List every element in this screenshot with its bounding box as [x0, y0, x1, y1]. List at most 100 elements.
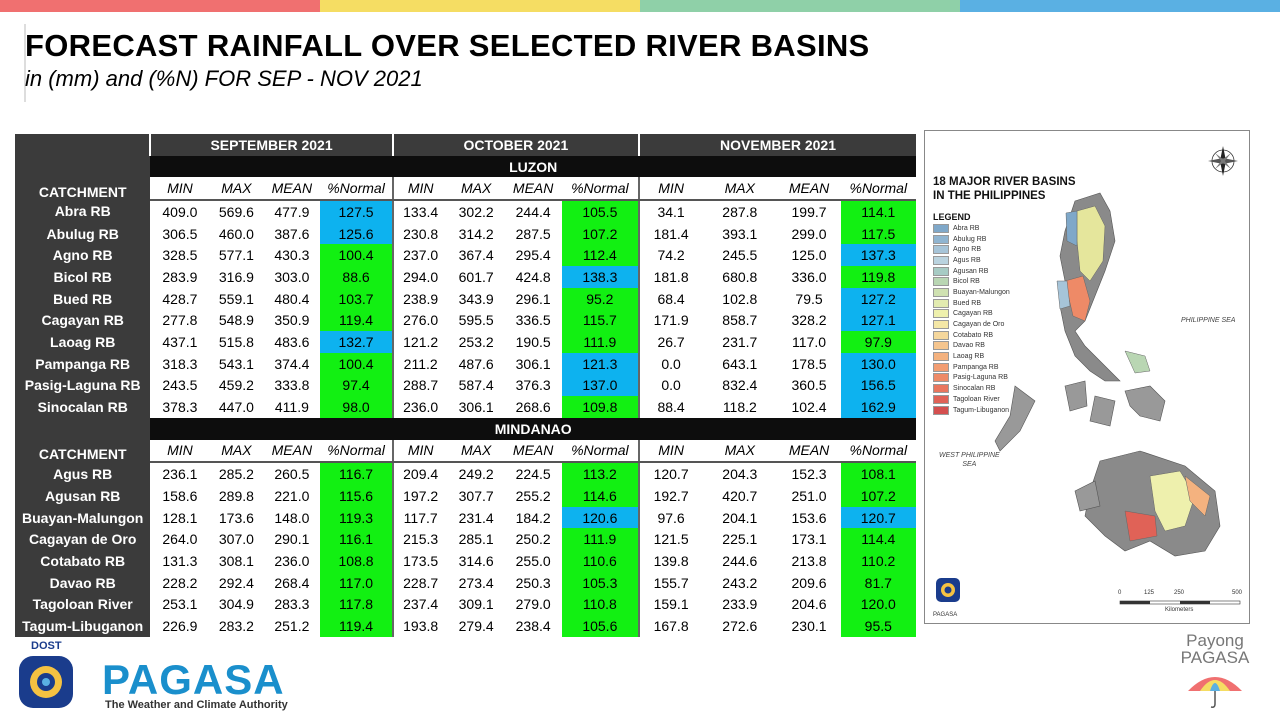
- compass-rose-icon: [1208, 146, 1238, 176]
- min-cell: 171.9: [638, 309, 703, 332]
- min-cell: 283.9: [162, 268, 198, 285]
- max-cell: 595.5: [458, 312, 494, 329]
- percent-normal-cell: 108.8: [320, 550, 393, 572]
- legend-item: Abulug RB: [933, 234, 1010, 245]
- mean-cell: 224.5: [515, 466, 551, 483]
- sea-label-west-line1: WEST PHILIPPINE: [939, 452, 1000, 459]
- max-cell: 459.2: [218, 377, 254, 394]
- pagasa-brand: PAGASA: [102, 656, 285, 703]
- column-header: MIN: [391, 439, 448, 464]
- table-row: Agno RB 328.5 577.1 430.3 100.4 237.0 367.4 295…: [15, 244, 916, 267]
- max-cell: 832.4: [722, 377, 758, 394]
- mean-cell: 411.9: [274, 399, 309, 416]
- river-basin-map: 18 MAJOR RIVER BASINS IN THE PHILIPPINES…: [924, 130, 1250, 624]
- legend-label: Agno RB: [953, 246, 982, 254]
- column-header: MIN: [638, 177, 703, 202]
- legend-swatch: [933, 362, 949, 372]
- min-cell: 230.8: [391, 222, 448, 245]
- max-cell: 292.4: [218, 574, 254, 591]
- min-cell: 428.7: [162, 290, 198, 307]
- mean-cell: 213.8: [791, 552, 827, 569]
- min-cell: 236.1: [162, 466, 198, 483]
- column-header: %Normal: [840, 439, 916, 464]
- page-subtitle: in (mm) and (%N) FOR SEP - NOV 2021: [25, 66, 423, 91]
- scale-tick-250: 250: [1174, 590, 1185, 596]
- percent-normal-cell: 97.4: [320, 374, 393, 397]
- mean-cell: 387.6: [274, 225, 310, 242]
- percent-normal-cell: 97.9: [840, 331, 916, 353]
- region-row: LUZON: [15, 155, 916, 178]
- table-row: Sinocalan RB 378.3 447.0 411.9 98.0 236.0 306.…: [15, 396, 916, 418]
- min-cell: 167.8: [638, 615, 703, 637]
- legend-label: Laoag RB: [953, 353, 985, 361]
- mean-cell: 251.0: [791, 487, 827, 504]
- mean-cell: 477.9: [274, 203, 310, 220]
- legend-swatch: [933, 255, 949, 265]
- column-header: %Normal: [320, 177, 393, 202]
- max-cell: 233.9: [722, 596, 758, 613]
- min-cell: 318.3: [162, 355, 198, 372]
- catchment-name: Sinocalan RB: [15, 396, 151, 418]
- table-row: Pampanga RB 318.3 543.1 374.4 100.4 211.2 487.…: [15, 352, 916, 375]
- max-cell: 287.8: [722, 203, 758, 220]
- legend-label: Pasig-Laguna RB: [953, 374, 1008, 382]
- percent-normal-cell: 127.5: [320, 200, 393, 223]
- max-cell: 243.2: [722, 574, 758, 591]
- min-cell: 133.4: [391, 200, 448, 223]
- min-cell: 437.1: [162, 334, 198, 351]
- min-cell: 236.0: [391, 396, 448, 418]
- page-title: FORECAST RAINFALL OVER SELECTED RIVER BA…: [25, 28, 870, 63]
- max-cell: 858.7: [722, 312, 758, 329]
- mean-cell: 184.2: [515, 509, 551, 526]
- column-header: MAX: [702, 439, 778, 464]
- percent-normal-cell: 162.9: [840, 396, 916, 418]
- legend-label: Pampanga RB: [953, 363, 999, 371]
- legend-label: Abra RB: [953, 224, 980, 232]
- mean-cell: 424.8: [515, 268, 551, 285]
- catchment-name: Tagoloan River: [15, 593, 151, 616]
- rainfall-table: SEPTEMBER 2021 OCTOBER 2021 NOVEMBER 2021 L…: [15, 134, 916, 637]
- percent-normal-cell: 117.5: [840, 222, 916, 245]
- mean-cell: 296.1: [515, 290, 551, 307]
- min-cell: 121.2: [391, 331, 448, 353]
- percent-normal-cell: 130.0: [840, 352, 916, 375]
- max-cell: 279.4: [458, 617, 494, 634]
- min-cell: 120.7: [638, 462, 703, 485]
- min-cell: 158.6: [162, 487, 198, 504]
- min-cell: 328.5: [162, 247, 198, 264]
- legend-item: Pasig-Laguna RB: [933, 373, 1010, 384]
- percent-normal-cell: 100.4: [320, 352, 393, 375]
- legend-swatch: [933, 266, 949, 276]
- percent-normal-cell: 127.2: [840, 287, 916, 310]
- legend-item: Tagoloan River: [933, 394, 1010, 405]
- max-cell: 460.0: [218, 225, 254, 242]
- catchment-name: Abra RB: [15, 200, 151, 223]
- legend-item: Bued RB: [933, 298, 1010, 309]
- max-cell: 102.8: [722, 290, 758, 307]
- catchment-name: Cagayan RB: [15, 309, 151, 332]
- min-cell: 276.0: [391, 309, 448, 332]
- max-cell: 307.0: [218, 531, 254, 548]
- legend-swatch: [933, 405, 949, 415]
- region-row: MINDANAO: [15, 417, 916, 440]
- mean-cell: 483.6: [274, 334, 310, 351]
- max-cell: 314.2: [458, 225, 494, 242]
- percent-normal-cell: 114.4: [840, 528, 916, 551]
- mean-cell: 244.4: [515, 203, 551, 220]
- percent-normal-cell: 98.0: [320, 396, 393, 418]
- min-cell: 277.8: [162, 312, 198, 329]
- percent-normal-cell: 138.3: [561, 266, 640, 288]
- min-cell: 117.7: [391, 506, 448, 529]
- catchment-name: Laoag RB: [15, 331, 151, 353]
- table-row: Agusan RB 158.6 289.8 221.0 115.6 197.2 307.7 2…: [15, 485, 916, 507]
- percent-normal-cell: 115.6: [320, 485, 393, 507]
- month-header: SEPTEMBER 2021: [149, 134, 393, 156]
- min-cell: 409.0: [162, 203, 198, 220]
- map-legend: Abra RB Abulug RB Agno RB Agus RB Agusan RB B…: [933, 223, 1010, 415]
- mean-cell: 238.4: [515, 617, 551, 634]
- map-title-line1: 18 MAJOR RIVER BASINS: [933, 176, 1076, 188]
- max-cell: 308.1: [218, 552, 254, 569]
- column-header: %Normal: [320, 439, 393, 464]
- percent-normal-cell: 111.9: [561, 528, 640, 551]
- month-header: NOVEMBER 2021: [638, 134, 916, 156]
